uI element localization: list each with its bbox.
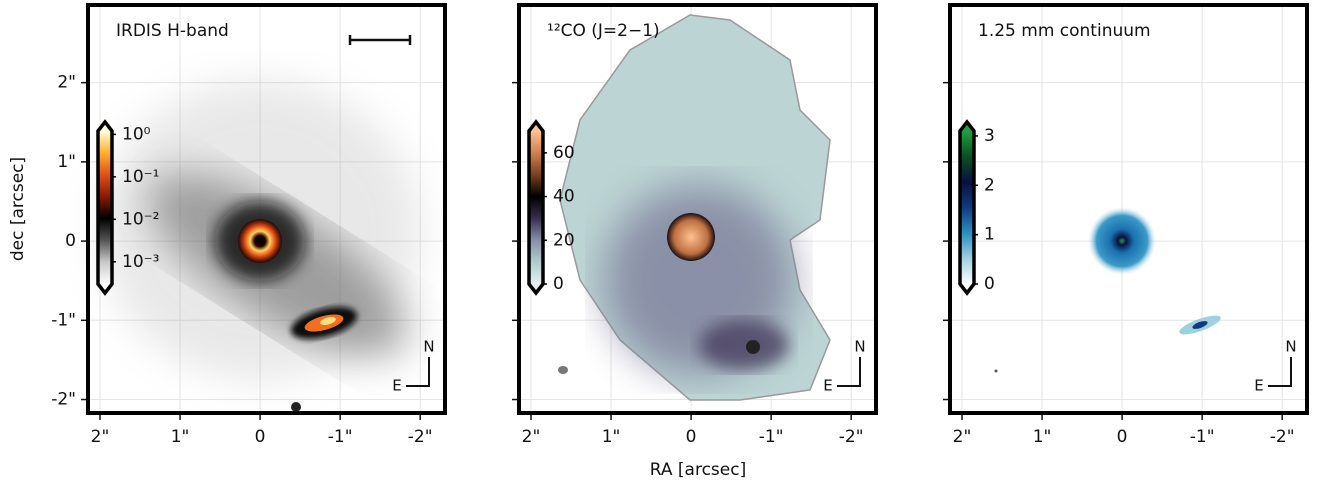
y-axis-label: dec [arcsec] (8, 157, 28, 261)
colorbar: 10⁰ 10⁻¹ 10⁻² 10⁻³ (96, 119, 159, 296)
x-tick-label: 0 (686, 427, 697, 447)
colorbar-tick-label: 20 (553, 230, 575, 250)
frame (86, 3, 447, 415)
y-tick-label: -2" (51, 390, 76, 410)
colorbar-scale (960, 131, 974, 284)
colorbar-scale (98, 131, 112, 284)
colorbar-tick-label: 3 (984, 126, 995, 146)
compass: NE (1254, 338, 1296, 395)
image (100, 80, 420, 412)
image (994, 207, 1221, 373)
colorbar-tick-label: 10⁻¹ (122, 167, 159, 187)
x-tick-label: 0 (1117, 427, 1128, 447)
panel-title: 1.25 mm continuum (978, 21, 1151, 41)
y-tick-label: 1" (57, 152, 76, 172)
panel: 2" 1" 0 -1" -2"2"1"0-1"-2"IRDIS H-bandNE10⁰1… (51, 3, 447, 447)
panel-title: ¹²CO (J=2−1) (547, 21, 660, 41)
frame (517, 3, 878, 415)
x-tick-label: 1" (171, 427, 190, 447)
x-tick-label: 2" (522, 427, 541, 447)
colorbar-tick-label: 0 (984, 274, 995, 294)
colorbar: 3 2 1 0 (958, 119, 995, 296)
colorbar: 60 40 20 0 (527, 119, 575, 296)
colorbar-tick-label: 10⁻² (122, 209, 159, 229)
x-tick-label: 0 (255, 427, 266, 447)
x-tick-label: -1" (759, 427, 784, 447)
compass: NE (392, 338, 434, 395)
x-tick-label: 2" (91, 427, 110, 447)
y-tick-label: 2" (57, 73, 76, 93)
x-tick-label: -1" (1190, 427, 1215, 447)
panel-title: IRDIS H-band (116, 21, 229, 41)
colorbar-tick-label: 10⁻³ (122, 252, 159, 272)
y-tick-label: 0 (65, 231, 76, 251)
frame (948, 3, 1309, 415)
x-tick-label: -2" (408, 427, 433, 447)
x-tick-label: 1" (1033, 427, 1052, 447)
y-tick-label: -1" (51, 310, 76, 330)
image (558, 14, 831, 401)
colorbar-scale (529, 131, 543, 284)
colorbar-tick-label: 2 (984, 175, 995, 195)
x-tick-label: -2" (839, 427, 864, 447)
colorbar-tick-label: 40 (553, 187, 575, 207)
compass-north: N (423, 338, 434, 356)
colorbar-tick-label: 1 (984, 225, 995, 245)
compass-north: N (854, 338, 865, 356)
compass: NE (823, 338, 865, 395)
compass-north: N (1285, 338, 1296, 356)
colorbar-tick-label: 60 (553, 143, 575, 163)
x-axis-label: RA [arcsec] (650, 460, 746, 480)
colorbar-tick-label: 0 (553, 274, 564, 294)
x-tick-label: 2" (953, 427, 972, 447)
x-tick-label: -2" (1270, 427, 1295, 447)
compass-east: E (823, 377, 832, 395)
compass-east: E (392, 377, 401, 395)
scale-bar (348, 35, 412, 45)
x-tick-label: -1" (328, 427, 353, 447)
compass-east: E (1254, 377, 1263, 395)
x-tick-label: 1" (602, 427, 621, 447)
colorbar-tick-label: 10⁰ (122, 124, 151, 144)
